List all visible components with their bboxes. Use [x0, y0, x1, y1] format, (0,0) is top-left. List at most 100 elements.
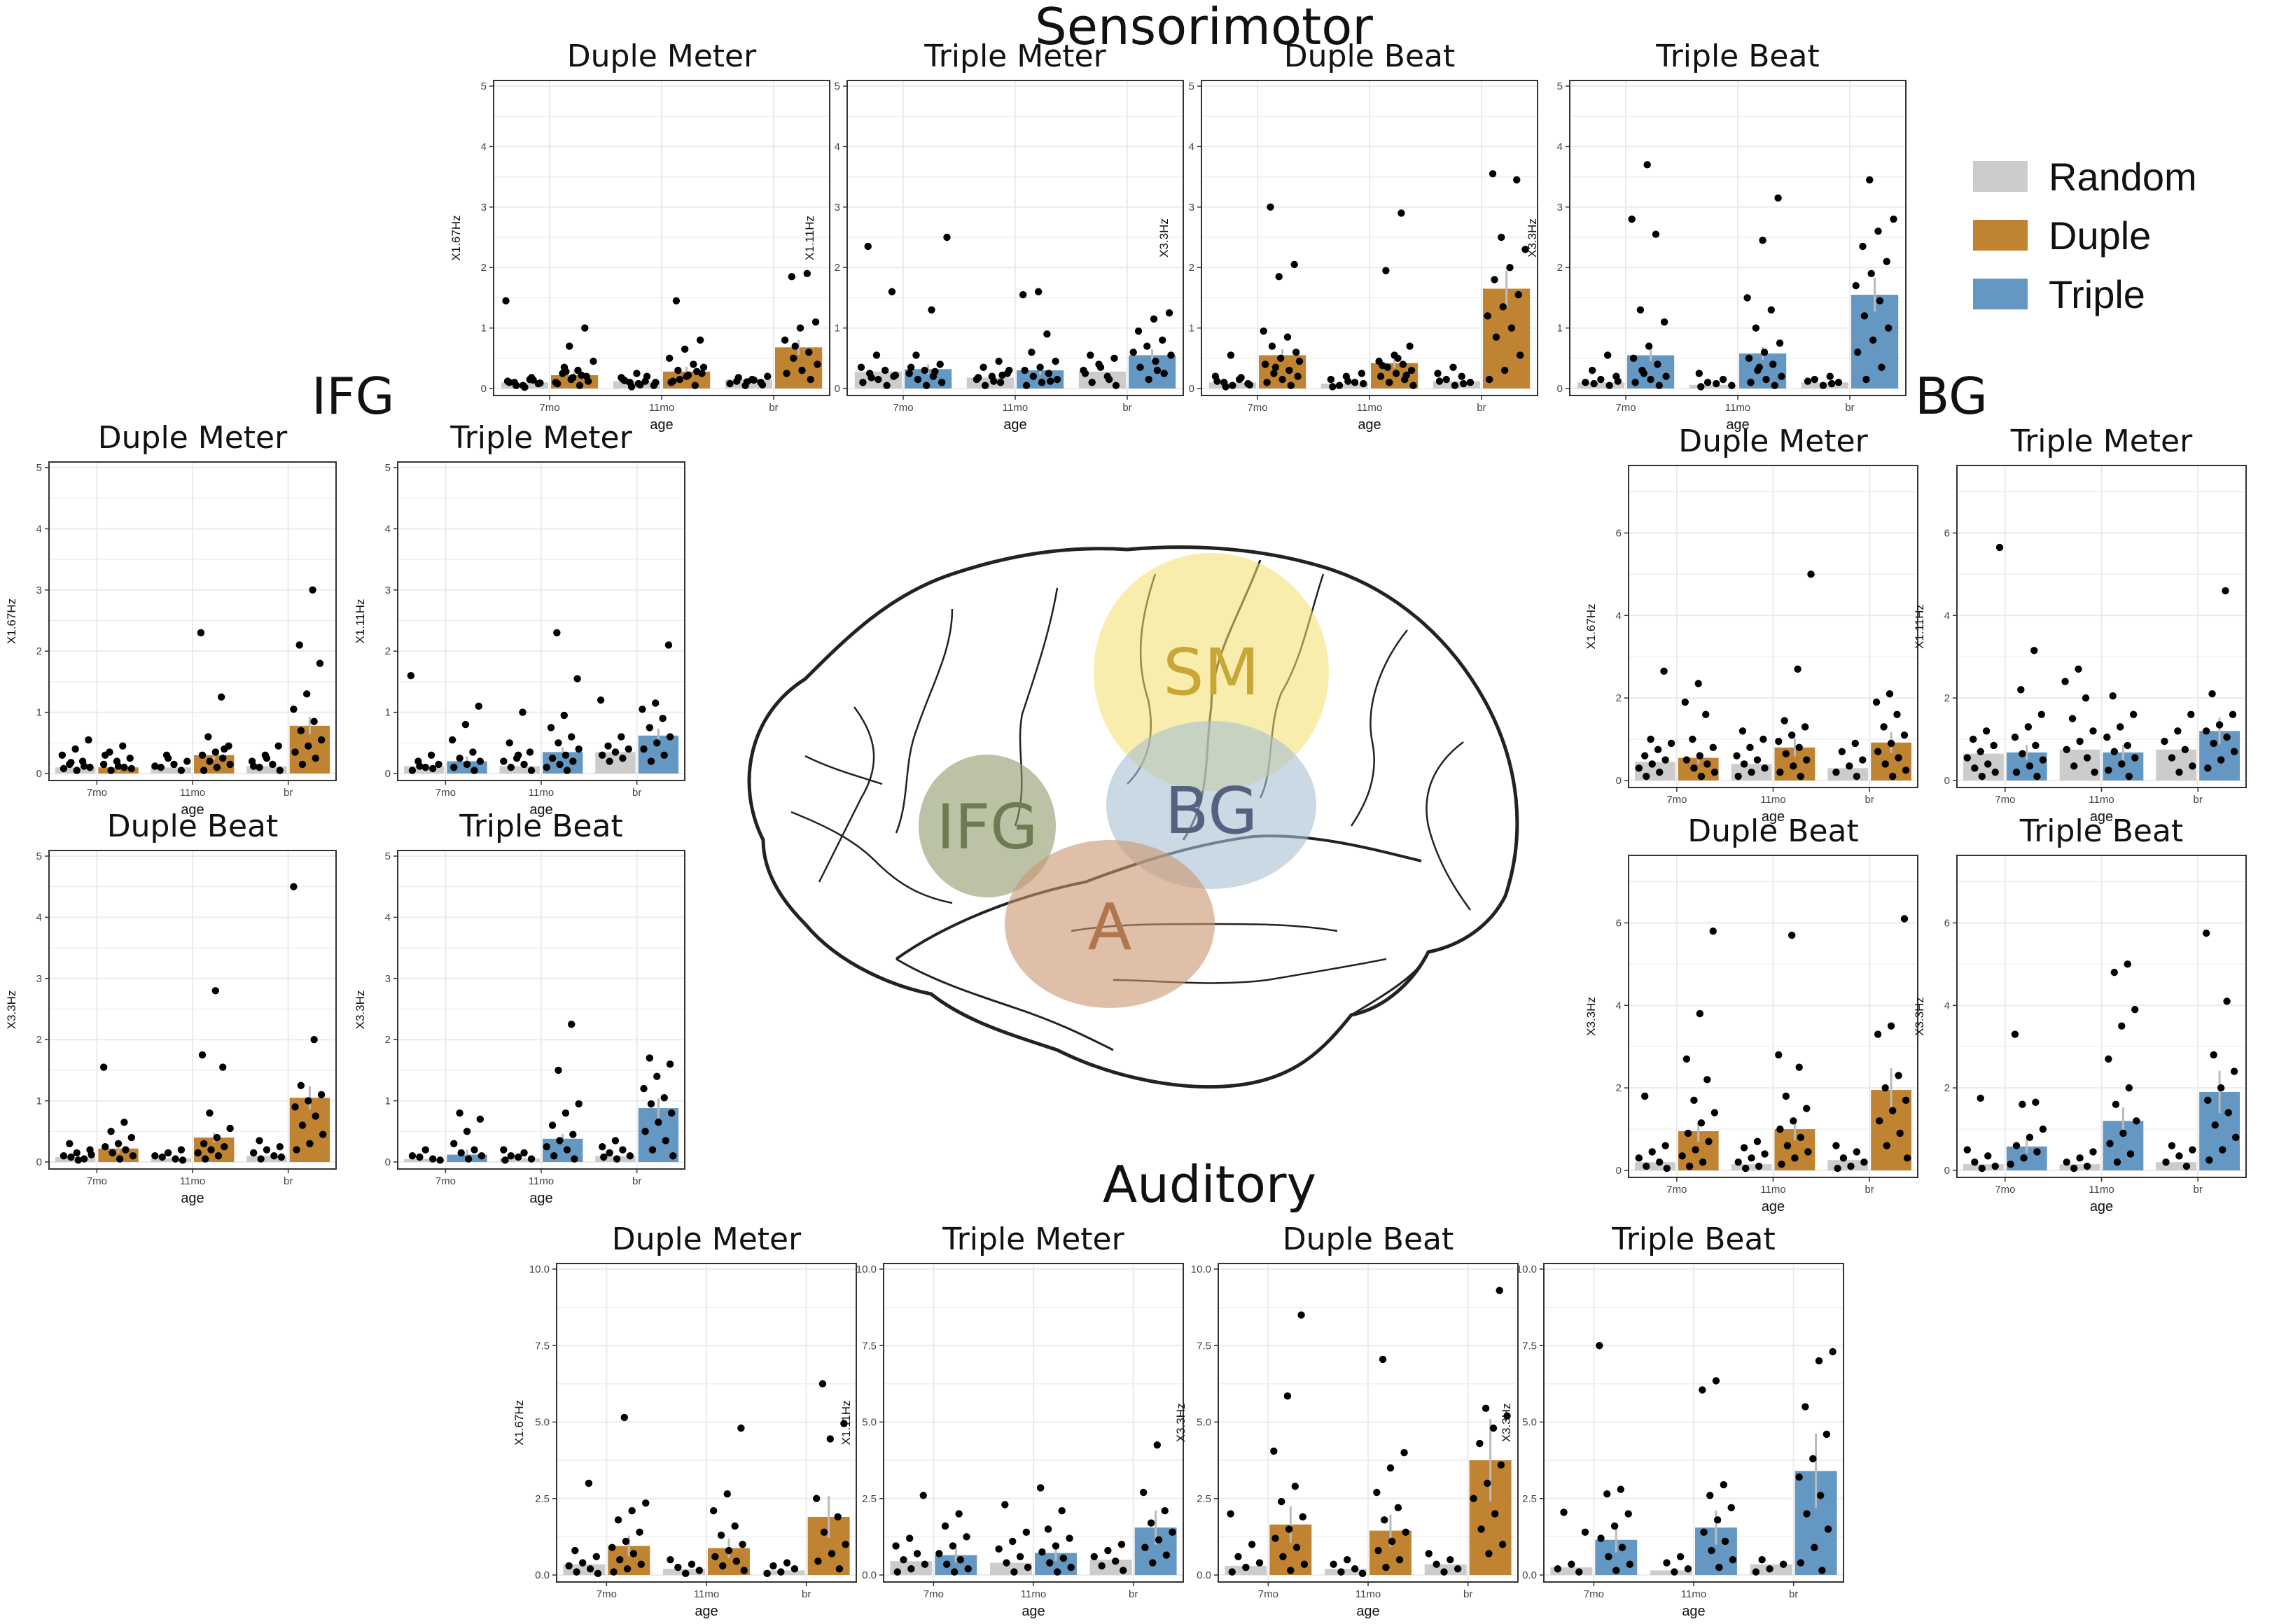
data-point — [290, 883, 298, 890]
data-point — [1869, 336, 1877, 344]
data-point — [1449, 363, 1457, 371]
x-axis-label: age — [181, 1191, 204, 1206]
data-point — [1774, 194, 1782, 202]
data-point — [1655, 382, 1664, 389]
data-point — [562, 751, 570, 759]
data-point — [740, 1567, 748, 1574]
data-point — [639, 706, 646, 713]
y-axis-label: X3.3Hz — [1913, 997, 1926, 1036]
data-point — [1167, 351, 1175, 359]
data-point — [2168, 754, 2176, 762]
y-tick-label: 5 — [481, 80, 487, 92]
data-point — [1407, 366, 1416, 374]
panel-border — [1543, 1263, 1844, 1583]
chart-panel-bg-triple-meter: 7mo 11mo br 0 2 4 6 X1.11Hz age — [1913, 465, 2247, 825]
data-point — [1778, 372, 1785, 380]
data-point — [60, 764, 68, 773]
data-point — [548, 1121, 557, 1129]
x-axis-label: age — [1726, 417, 1749, 433]
y-tick-label: 5.0 — [1197, 1417, 1211, 1429]
y-tick-label: 0 — [835, 383, 840, 395]
data-point — [681, 345, 689, 354]
data-point — [310, 718, 318, 725]
data-point — [1433, 1560, 1440, 1568]
x-tick-label: 7mo — [1615, 402, 1636, 414]
x-tick-label: 7mo — [87, 1175, 107, 1187]
data-point — [1682, 1055, 1691, 1063]
data-point — [1852, 281, 1860, 290]
data-point — [1498, 233, 1505, 241]
y-tick-label: 6 — [1944, 527, 1950, 539]
data-point — [1398, 209, 1405, 217]
x-tick-label: 11mo — [1760, 1184, 1785, 1196]
data-point — [867, 374, 875, 382]
data-point — [883, 382, 891, 389]
data-point — [2089, 727, 2097, 735]
data-point — [1710, 1109, 1719, 1116]
data-point — [73, 766, 81, 774]
data-point — [963, 1533, 970, 1541]
data-point — [1409, 382, 1417, 389]
data-point — [201, 1155, 209, 1163]
x-axis-label: age — [1022, 1604, 1045, 1619]
data-point — [659, 715, 667, 722]
data-point — [613, 1155, 621, 1163]
data-point — [197, 629, 205, 637]
data-point — [1227, 351, 1235, 359]
y-tick-label: 5 — [1557, 80, 1563, 92]
data-point — [2103, 733, 2111, 741]
data-point — [828, 1550, 836, 1558]
data-point — [119, 742, 127, 750]
data-point — [1703, 379, 1712, 386]
data-point — [777, 1568, 785, 1576]
data-point — [1329, 383, 1337, 391]
panel-border — [1218, 1263, 1519, 1583]
data-point — [2083, 754, 2091, 762]
data-point — [1612, 1567, 1620, 1574]
data-point — [226, 760, 234, 769]
data-point — [646, 724, 654, 732]
data-point — [99, 760, 108, 769]
data-point — [1136, 363, 1144, 371]
data-point — [109, 1149, 116, 1157]
data-point — [204, 733, 212, 741]
data-point — [164, 1149, 172, 1157]
data-point — [1727, 1504, 1735, 1512]
data-point — [637, 1560, 645, 1568]
data-point — [1038, 379, 1046, 386]
data-point — [1883, 1142, 1890, 1149]
data-point — [1991, 769, 1999, 776]
y-tick-label: 0 — [481, 383, 487, 395]
data-point — [58, 751, 67, 759]
data-point — [71, 745, 79, 753]
data-point — [2223, 733, 2231, 741]
data-point — [1728, 382, 1736, 389]
data-point — [1150, 315, 1158, 323]
data-point — [709, 1507, 718, 1515]
data-point — [1285, 1525, 1293, 1533]
data-point — [1896, 1129, 1904, 1138]
data-point — [900, 1555, 907, 1564]
data-point — [1807, 570, 1815, 578]
data-point — [1752, 1568, 1760, 1576]
data-point — [2063, 1158, 2070, 1166]
data-point — [814, 360, 821, 368]
data-point — [935, 1550, 943, 1558]
data-point — [1159, 336, 1166, 344]
data-point — [693, 368, 701, 376]
data-point — [1248, 1541, 1256, 1548]
data-point — [1880, 723, 1888, 731]
data-point — [1641, 1092, 1649, 1100]
data-point — [723, 1490, 731, 1498]
data-point — [2189, 762, 2196, 770]
data-point — [1636, 306, 1645, 314]
data-point — [527, 1155, 536, 1163]
data-point — [249, 762, 258, 770]
data-point — [2070, 762, 2078, 770]
data-point — [1978, 1164, 1986, 1172]
data-point — [1803, 756, 1811, 764]
data-point — [469, 748, 477, 756]
data-point — [1629, 354, 1638, 362]
data-point — [257, 1155, 265, 1163]
data-point — [1088, 379, 1096, 386]
